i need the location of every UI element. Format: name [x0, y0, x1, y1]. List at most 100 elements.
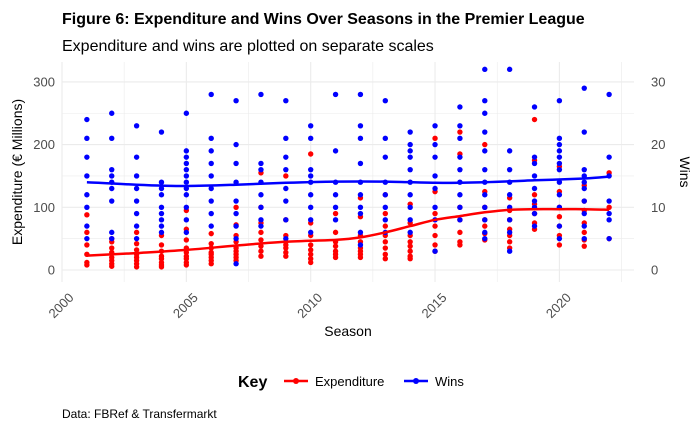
wins-point [506, 166, 513, 173]
chart-subtitle: Expenditure and wins are plotted on sepa… [62, 38, 434, 55]
wins-point [556, 98, 563, 104]
wins-point [457, 135, 463, 142]
wins-point [432, 173, 438, 179]
expenditure-point [283, 245, 289, 251]
wins-point [109, 229, 115, 236]
wins-point [506, 66, 513, 73]
expenditure-point [109, 245, 115, 251]
grid-lines [61, 62, 634, 282]
right-y-tick-label: 30 [651, 74, 665, 89]
wins-point [158, 223, 165, 229]
expenditure-point [357, 254, 364, 261]
expenditure-point [432, 242, 438, 248]
wins-point [556, 154, 563, 160]
wins-point [357, 192, 364, 198]
wins-point [407, 141, 413, 148]
expenditure-point [283, 249, 289, 256]
legend-expenditure-dot [293, 378, 299, 384]
wins-point [357, 91, 364, 98]
wins-point [158, 179, 165, 185]
wins-point [482, 129, 488, 135]
expenditure-point [531, 116, 538, 123]
wins-point [432, 248, 438, 254]
wins-point [482, 235, 488, 242]
right-y-axis-title: Wins [677, 156, 693, 187]
expenditure-point [457, 129, 463, 135]
wins-point [482, 192, 488, 198]
wins-point [457, 204, 463, 210]
wins-point [133, 123, 140, 129]
wins-point [183, 192, 190, 198]
wins-point [332, 204, 339, 210]
wins-point [382, 135, 389, 142]
wins-point [183, 110, 190, 116]
expenditure-point [258, 248, 264, 254]
expenditure-point [581, 229, 587, 236]
wins-point [382, 217, 389, 223]
wins-point [556, 141, 563, 148]
wins-point [531, 173, 538, 179]
wins-point [307, 192, 314, 198]
expenditure-point [457, 229, 463, 236]
wins-point [432, 123, 438, 129]
expenditure-point [233, 204, 239, 210]
wins-point [457, 192, 463, 198]
wins-point [432, 154, 438, 160]
wins-point [506, 217, 513, 223]
wins-point [283, 235, 289, 242]
wins-point [84, 204, 90, 210]
left-y-tick-label: 100 [33, 200, 55, 215]
wins-point [581, 223, 587, 229]
wins-point [382, 204, 389, 210]
wins-point [258, 217, 264, 223]
wins-point [581, 185, 587, 192]
wins-point [432, 185, 438, 192]
x-tick-label: 2005 [170, 290, 201, 321]
wins-point [283, 166, 289, 173]
wins-point [109, 185, 115, 192]
expenditure-point [432, 223, 438, 229]
expenditure-point [407, 239, 413, 245]
x-tick-label: 2020 [543, 290, 574, 321]
expenditure-point [307, 256, 314, 262]
wins-point [283, 185, 289, 192]
expenditure-point [84, 262, 90, 268]
wins-point [307, 229, 314, 236]
wins-point [109, 235, 115, 242]
expenditure-point [133, 264, 140, 270]
wins-point [84, 154, 90, 160]
chart-title: Figure 6: Expenditure and Wins Over Seas… [62, 11, 585, 28]
wins-point [183, 160, 190, 167]
expenditure-point [382, 239, 389, 245]
wins-point [531, 160, 538, 167]
wins-point [482, 166, 488, 173]
wins-point [531, 154, 538, 160]
wins-point [357, 123, 364, 129]
expenditure-point [382, 223, 389, 229]
expenditure-point [382, 251, 389, 258]
wins-point [332, 91, 339, 98]
wins-point [606, 210, 612, 217]
wins-point [183, 154, 190, 160]
wins-point [357, 210, 364, 217]
expenditure-point [258, 229, 264, 236]
wins-point [606, 91, 612, 98]
wins-point [432, 204, 438, 210]
wins-point [382, 98, 389, 104]
wins-point [233, 141, 239, 148]
wins-point [556, 135, 563, 142]
wins-point [556, 148, 563, 154]
wins-point [133, 223, 140, 229]
wins-point [158, 129, 165, 135]
wins-point [158, 217, 165, 223]
expenditure-point [84, 229, 90, 236]
wins-point [482, 204, 488, 210]
wins-point [208, 148, 214, 154]
wins-point [133, 210, 140, 217]
expenditure-point [382, 210, 389, 217]
wins-point [258, 91, 264, 98]
expenditure-point [133, 229, 140, 236]
wins-point [581, 85, 587, 91]
expenditure-point [258, 237, 264, 243]
wins-point [357, 229, 364, 236]
